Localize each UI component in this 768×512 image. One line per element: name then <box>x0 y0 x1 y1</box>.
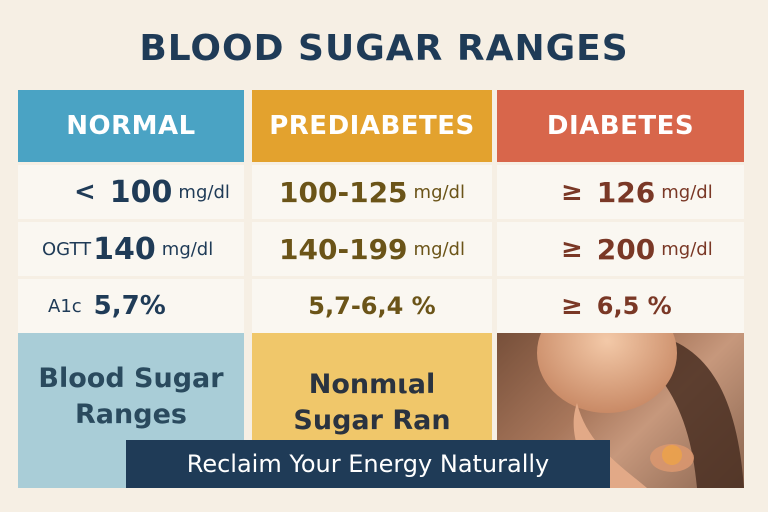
diabetes-fasting-unit: mg/dl <box>661 181 713 203</box>
diabetes-ogtt-unit: mg/dl <box>661 238 713 260</box>
prediabetes-fasting-cell: 100-125 mg/dl <box>252 165 492 219</box>
page-title: BLOOD SUGAR RANGES <box>139 28 629 69</box>
prediabetes-column: PREDIABETES 100-125 mg/dl 140-199 mg/dl … <box>252 90 492 333</box>
diabetes-ogtt-value: 200 <box>596 232 656 266</box>
normal-a1c-cell: A1c 5,7% <box>18 279 244 333</box>
diabetes-fasting-value: 126 <box>596 175 656 209</box>
normal-fasting-cell: < 100 mg/dl <box>18 165 244 219</box>
diabetes-ogtt-cell: ≥ 200 mg/dl <box>497 222 744 276</box>
prediabetes-a1c-cell: 5,7-6,4 % <box>252 279 492 333</box>
normal-a1c-value: 5,7% <box>93 291 166 321</box>
normal-ogtt-value: 140 <box>93 231 156 267</box>
prediabetes-ogtt-cell: 140-199 mg/dl <box>252 222 492 276</box>
normal-column: NORMAL < 100 mg/dl OGTT 140 mg/dl A1c 5,… <box>18 90 244 333</box>
prediabetes-ogtt-value: 140-199 <box>279 232 408 266</box>
less-than-symbol: < <box>74 177 96 207</box>
bottom-middle-line2: Sugar Ran <box>293 405 451 436</box>
prediabetes-fasting-unit: mg/dl <box>413 181 465 203</box>
bottom-left-line1: Blood Sugar <box>38 363 224 394</box>
normal-ogtt-unit: mg/dl <box>161 238 214 260</box>
diabetes-a1c-value: 6,5 % <box>596 292 672 320</box>
normal-ogtt-cell: OGTT 140 mg/dl <box>18 222 244 276</box>
bottom-middle-line1: Nonmιal <box>308 369 436 400</box>
normal-fasting-unit: mg/dl <box>178 181 230 203</box>
ogtt-label: OGTT <box>42 238 92 260</box>
diabetes-header: DIABETES <box>497 90 744 162</box>
prediabetes-ogtt-unit: mg/dl <box>413 238 465 260</box>
prediabetes-a1c-value: 5,7-6,4 % <box>308 292 436 320</box>
greater-equal-symbol: ≥ <box>561 234 583 264</box>
normal-header: NORMAL <box>18 90 244 162</box>
bottom-middle-text: Nonmιal Sugar Ran <box>252 367 492 439</box>
bottom-left-line2: Ranges <box>75 399 187 430</box>
diabetes-a1c-cell: ≥ 6,5 % <box>497 279 744 333</box>
bottom-left-text: Blood Sugar Ranges <box>18 361 244 433</box>
normal-fasting-value: 100 <box>109 174 173 210</box>
prediabetes-header: PREDIABETES <box>252 90 492 162</box>
a1c-label: A1c <box>48 295 82 317</box>
diabetes-column: DIABETES ≥ 126 mg/dl ≥ 200 mg/dl ≥ 6,5 % <box>497 90 744 333</box>
greater-equal-symbol: ≥ <box>561 177 583 207</box>
prediabetes-fasting-value: 100-125 <box>279 175 408 209</box>
greater-equal-symbol: ≥ <box>561 291 583 321</box>
diabetes-fasting-cell: ≥ 126 mg/dl <box>497 165 744 219</box>
banner: Reclaim Your Energy Naturally <box>126 440 610 488</box>
